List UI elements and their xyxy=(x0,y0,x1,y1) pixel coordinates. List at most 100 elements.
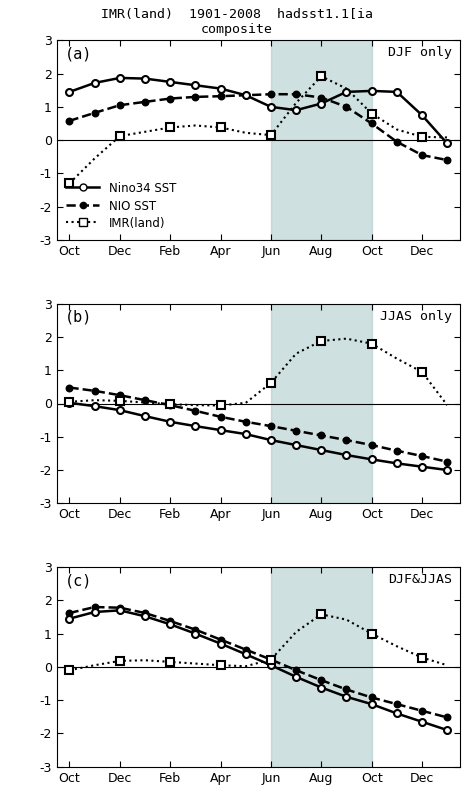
NIO SST xyxy=(67,116,73,126)
NIO SST xyxy=(167,400,173,410)
Nino34 SST xyxy=(92,607,98,617)
NIO SST xyxy=(444,713,450,722)
NIO SST xyxy=(268,421,274,431)
IMR(land) xyxy=(268,654,274,664)
IMR(land) xyxy=(369,339,374,349)
Line: Nino34 SST: Nino34 SST xyxy=(66,399,451,474)
NIO SST xyxy=(167,617,173,626)
NIO SST xyxy=(444,457,450,466)
NIO SST xyxy=(293,426,299,436)
Nino34 SST xyxy=(293,672,299,682)
Nino34 SST xyxy=(419,111,425,120)
IMR(land) xyxy=(218,123,223,132)
Nino34 SST xyxy=(117,605,123,615)
Text: JJAS only: JJAS only xyxy=(380,310,452,323)
Nino34 SST xyxy=(319,98,324,108)
Nino34 SST xyxy=(67,87,73,97)
IMR(land) xyxy=(167,123,173,132)
Nino34 SST xyxy=(319,445,324,455)
Nino34 SST xyxy=(344,450,349,460)
NIO SST xyxy=(419,150,425,160)
NIO SST xyxy=(293,665,299,675)
NIO SST xyxy=(92,386,98,395)
NIO SST xyxy=(142,395,148,405)
NIO SST xyxy=(319,93,324,102)
Text: composite: composite xyxy=(201,23,273,36)
Text: IMR(land)  1901-2008  hadsst1.1[ia: IMR(land) 1901-2008 hadsst1.1[ia xyxy=(101,8,373,21)
Nino34 SST xyxy=(117,73,123,83)
NIO SST xyxy=(268,654,274,664)
NIO SST xyxy=(369,692,374,702)
Line: NIO SST: NIO SST xyxy=(66,91,450,163)
IMR(land) xyxy=(218,400,223,410)
NIO SST xyxy=(218,412,223,421)
Nino34 SST xyxy=(369,86,374,96)
NIO SST xyxy=(394,700,400,709)
NIO SST xyxy=(142,97,148,107)
NIO SST xyxy=(117,391,123,400)
Nino34 SST xyxy=(344,692,349,701)
Nino34 SST xyxy=(142,73,148,83)
Line: Nino34 SST: Nino34 SST xyxy=(66,74,451,147)
NIO SST xyxy=(218,635,223,645)
IMR(land) xyxy=(419,653,425,663)
Nino34 SST xyxy=(192,81,198,90)
Nino34 SST xyxy=(243,650,248,659)
NIO SST xyxy=(192,625,198,634)
Line: IMR(land): IMR(land) xyxy=(66,73,426,187)
IMR(land) xyxy=(268,378,274,387)
NIO SST xyxy=(67,608,73,618)
IMR(land) xyxy=(117,132,123,141)
Text: DJF&JJAS: DJF&JJAS xyxy=(388,573,452,586)
IMR(land) xyxy=(369,109,374,119)
Nino34 SST xyxy=(444,465,450,475)
Nino34 SST xyxy=(142,612,148,621)
NIO SST xyxy=(92,108,98,118)
Nino34 SST xyxy=(218,639,223,649)
Line: NIO SST: NIO SST xyxy=(66,604,450,721)
NIO SST xyxy=(344,435,349,445)
Nino34 SST xyxy=(268,435,274,445)
Nino34 SST xyxy=(444,139,450,148)
NIO SST xyxy=(218,91,223,101)
Legend: Nino34 SST, NIO SST, IMR(land): Nino34 SST, NIO SST, IMR(land) xyxy=(63,178,180,234)
Text: (b): (b) xyxy=(65,310,92,324)
Nino34 SST xyxy=(167,620,173,629)
IMR(land) xyxy=(117,396,123,406)
Nino34 SST xyxy=(218,425,223,435)
IMR(land) xyxy=(319,609,324,619)
Nino34 SST xyxy=(419,462,425,471)
Nino34 SST xyxy=(142,412,148,421)
Bar xyxy=(271,40,372,240)
IMR(land) xyxy=(167,399,173,409)
NIO SST xyxy=(117,603,123,613)
Nino34 SST xyxy=(268,660,274,670)
Nino34 SST xyxy=(268,102,274,111)
Nino34 SST xyxy=(218,84,223,94)
Nino34 SST xyxy=(117,405,123,415)
Text: (a): (a) xyxy=(65,46,92,61)
IMR(land) xyxy=(319,337,324,346)
Line: IMR(land): IMR(land) xyxy=(66,337,426,409)
Nino34 SST xyxy=(344,87,349,97)
Text: (c): (c) xyxy=(65,573,92,588)
NIO SST xyxy=(293,90,299,99)
IMR(land) xyxy=(117,656,123,666)
NIO SST xyxy=(319,431,324,441)
IMR(land) xyxy=(67,397,73,407)
Nino34 SST xyxy=(67,398,73,408)
Nino34 SST xyxy=(293,441,299,450)
Nino34 SST xyxy=(419,717,425,726)
Nino34 SST xyxy=(369,454,374,464)
NIO SST xyxy=(67,383,73,392)
Line: NIO SST: NIO SST xyxy=(66,384,450,465)
NIO SST xyxy=(167,94,173,103)
NIO SST xyxy=(243,417,248,427)
Nino34 SST xyxy=(369,700,374,709)
Nino34 SST xyxy=(394,87,400,97)
IMR(land) xyxy=(319,72,324,82)
IMR(land) xyxy=(218,660,223,670)
IMR(land) xyxy=(268,130,274,140)
IMR(land) xyxy=(369,629,374,638)
Bar xyxy=(271,303,372,504)
